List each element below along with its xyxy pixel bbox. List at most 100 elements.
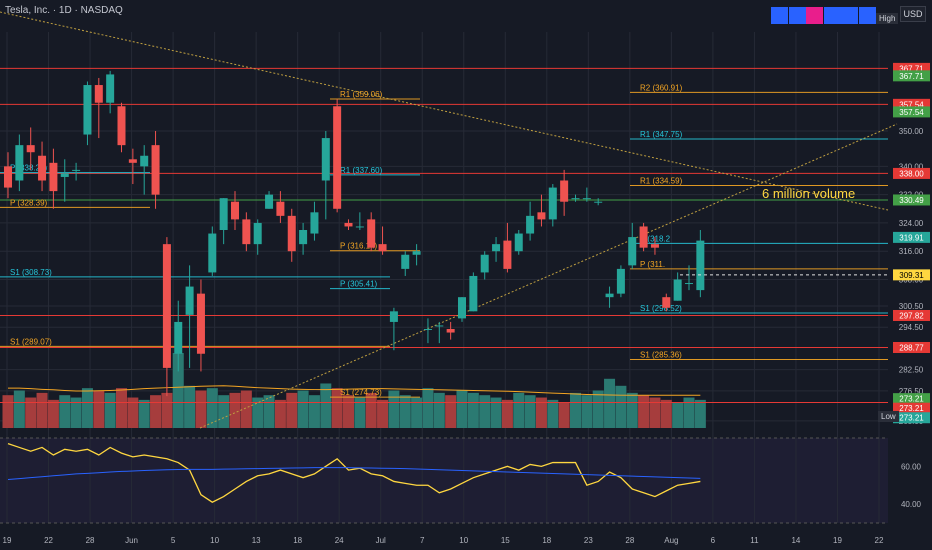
candle-body[interactable] [162, 244, 171, 368]
candle-body[interactable] [685, 283, 693, 285]
candle-body[interactable] [140, 155, 149, 167]
candle-body[interactable] [412, 251, 421, 255]
price-tag-label: 288.77 [899, 343, 924, 352]
candle-body[interactable] [265, 194, 274, 209]
volume-bar [388, 390, 400, 428]
candle-body[interactable] [219, 198, 228, 230]
volume-bar [638, 395, 650, 428]
candle-body[interactable] [128, 159, 137, 163]
candle-body[interactable] [4, 166, 12, 188]
candle-body[interactable] [38, 155, 47, 181]
candle-body[interactable] [49, 162, 58, 192]
toolbar-button[interactable] [788, 7, 806, 24]
toolbar-button[interactable] [806, 7, 823, 24]
rsi-line [7, 443, 701, 503]
candle-body[interactable] [548, 187, 557, 220]
candle-body[interactable] [560, 180, 569, 202]
candle-body[interactable] [344, 222, 353, 227]
candle-body[interactable] [83, 85, 92, 135]
price-tag [893, 309, 930, 321]
candle-body[interactable] [378, 244, 387, 252]
candle-body[interactable] [389, 311, 398, 322]
candle-body[interactable] [60, 173, 69, 177]
candle-body[interactable] [333, 106, 342, 209]
volume-bar [354, 397, 366, 428]
pivot-label: R1 (337.60) [340, 166, 383, 175]
volume-bar [320, 383, 332, 428]
candle-body[interactable] [526, 215, 535, 234]
candle-body[interactable] [696, 240, 705, 291]
pivot-label: S1 (289.07) [10, 337, 52, 346]
candle-body[interactable] [310, 212, 319, 234]
candle-body[interactable] [299, 230, 308, 245]
candle-body[interactable] [174, 321, 183, 354]
volume-bar [399, 395, 411, 428]
volume-bar [660, 399, 672, 428]
candle-body[interactable] [435, 325, 444, 327]
volume-bar [501, 399, 513, 428]
candle-body[interactable] [231, 201, 239, 220]
x-axis-tick-label: 13 [252, 536, 261, 545]
volume-bar [13, 390, 25, 428]
candle-body[interactable] [185, 286, 194, 315]
toolbar-button[interactable] [841, 7, 858, 24]
pivot-label: R1 (347.75) [640, 130, 683, 139]
candle-body[interactable] [196, 293, 205, 354]
candle-body[interactable] [94, 85, 103, 103]
toolbar-button[interactable] [823, 7, 841, 24]
candle-body[interactable] [582, 198, 591, 200]
osc-tick-label: 40.00 [901, 500, 922, 509]
candle-body[interactable] [276, 201, 285, 216]
candle-body[interactable] [423, 329, 432, 330]
candle-body[interactable] [321, 138, 330, 181]
price-tag-label: 338.00 [899, 169, 924, 178]
candle-body[interactable] [514, 233, 523, 252]
candle-body[interactable] [401, 254, 410, 269]
volume-bar [274, 399, 286, 428]
x-axis-tick-label: 6 [711, 536, 716, 545]
volume-bar [331, 388, 343, 428]
candle-body[interactable] [106, 74, 115, 103]
candle-body[interactable] [446, 329, 455, 333]
volume-bar [547, 399, 559, 428]
candle-body[interactable] [650, 244, 659, 248]
toolbar-button[interactable] [858, 7, 876, 24]
candle-body[interactable] [151, 145, 160, 195]
candle-body[interactable] [469, 275, 478, 312]
candle-body[interactable] [594, 201, 603, 203]
candle-body[interactable] [628, 237, 637, 266]
candle-body[interactable] [26, 145, 35, 153]
candle-body[interactable] [571, 198, 580, 200]
candle-body[interactable] [503, 240, 512, 269]
candle-body[interactable] [367, 219, 376, 248]
volume-bar [558, 402, 570, 428]
candle-body[interactable] [15, 145, 24, 181]
volume-bar [229, 392, 241, 428]
candle-body[interactable] [673, 279, 682, 301]
candle-body[interactable] [537, 212, 546, 220]
candle-body[interactable] [616, 268, 625, 294]
candle-body[interactable] [355, 226, 364, 228]
y-axis-tick-label: 324.00 [899, 219, 924, 228]
candle-body[interactable] [605, 293, 614, 298]
candle-body[interactable] [480, 254, 489, 273]
candle-body[interactable] [72, 169, 81, 171]
price-tag-label: 273.21 [899, 395, 924, 404]
toolbar-button[interactable] [771, 7, 788, 24]
candle-body[interactable] [253, 222, 262, 245]
candle-body[interactable] [639, 226, 648, 248]
volume-bar [467, 392, 479, 428]
volume-bar [649, 397, 661, 428]
candle-body[interactable] [242, 219, 251, 245]
candle-body[interactable] [662, 297, 671, 308]
currency-button[interactable]: USD [900, 6, 926, 22]
candle-body[interactable] [458, 297, 466, 319]
candle-body[interactable] [117, 106, 126, 146]
volume-bar [445, 395, 457, 428]
candle-body[interactable] [287, 215, 296, 252]
price-tag-label: 297.82 [899, 311, 924, 320]
candle-body[interactable] [208, 233, 217, 273]
volume-bar [490, 397, 502, 428]
candle-body[interactable] [492, 244, 501, 252]
